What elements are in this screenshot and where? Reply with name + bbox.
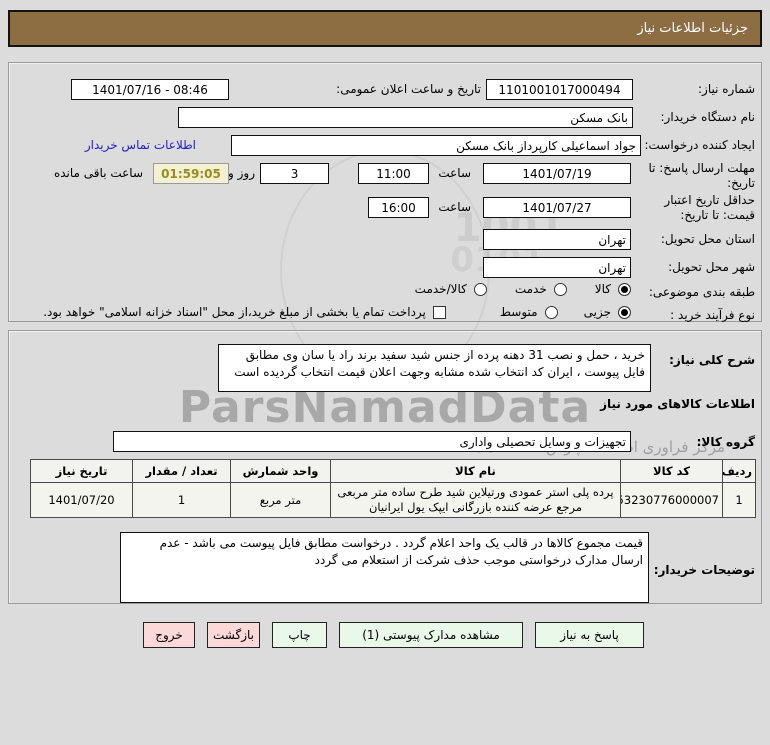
radio-goods-label: کالا — [594, 282, 611, 296]
delivery-province-value: تهران — [598, 232, 626, 247]
goods-code-value: 1153230776000007 — [622, 493, 720, 507]
radio-goods-service-label: کالا/خدمت — [414, 282, 467, 296]
subject-classification-label: طبقه بندی موضوعی: — [648, 285, 755, 299]
buyer-notes-label: توضیحات خریدار: — [653, 563, 755, 577]
col-unit: واحد شمارش — [230, 459, 331, 483]
buyer-org-label: نام دستگاه خریدار: — [660, 110, 756, 124]
col-goods-code: کد کالا — [620, 459, 723, 483]
need-number-label: شماره نیاز: — [698, 82, 755, 96]
days-and-label: روز و — [228, 166, 255, 180]
response-deadline-hour-label: ساعت — [438, 166, 471, 180]
goods-name-line2: مرجع عرضه کننده بازرگانی ایپک یول ایرانی… — [368, 500, 583, 514]
radio-service-label: خدمت — [514, 282, 547, 296]
subject-classification-options: کالا خدمت کالا/خدمت — [415, 282, 631, 296]
cell-unit: متر مربع — [230, 482, 331, 518]
delivery-city-label: شهر محل تحویل: — [668, 260, 755, 274]
page-title: جزئیات اطلاعات نیاز — [8, 10, 762, 47]
delivery-province-label: استان محل تحویل: — [660, 232, 755, 246]
cell-quantity: 1 — [132, 482, 231, 518]
goods-table-header-row: ردیف کد کالا نام کالا واحد شمارش تعداد /… — [30, 459, 756, 483]
goods-group-label: گروه کالا: — [696, 435, 755, 449]
delivery-city-field[interactable]: تهران — [483, 257, 631, 278]
request-creator-label: ایجاد کننده درخواست: — [644, 138, 755, 152]
radio-medium[interactable] — [544, 305, 558, 319]
delivery-city-value: تهران — [598, 260, 626, 275]
hours-remaining-label: ساعت باقی مانده — [53, 166, 143, 180]
goods-table: ردیف کد کالا نام کالا واحد شمارش تعداد /… — [30, 459, 756, 518]
exit-button[interactable]: خروج — [143, 622, 195, 648]
need-description-box[interactable]: خرید ، حمل و نصب 31 دهنه پرده از جنس شید… — [218, 344, 651, 392]
price-validity-date-field[interactable]: 1401/07/27 — [483, 197, 631, 218]
cell-goods-code: 1153230776000007 — [620, 482, 723, 518]
radio-goods-service[interactable] — [473, 282, 487, 296]
remaining-days-value: 3 — [290, 166, 299, 181]
countdown-timer: 01:59:05 — [153, 163, 229, 184]
treasury-checkbox-label: پرداخت تمام یا بخشی از مبلغ خرید،از محل … — [43, 305, 426, 319]
table-row: 1 1153230776000007 پرده پلی استر عمودی و… — [30, 482, 756, 518]
remaining-days-field[interactable]: 3 — [260, 163, 329, 184]
announce-datetime-label: تاریخ و ساعت اعلان عمومی: — [336, 82, 481, 96]
radio-service[interactable] — [553, 282, 567, 296]
response-deadline-time: 11:00 — [376, 166, 411, 181]
purchase-process-label: نوع فرآیند خرید : — [670, 308, 755, 322]
goods-name-line1: پرده پلی استر عمودی ورتیلاین شید طرح ساد… — [337, 485, 614, 499]
response-deadline-date-field[interactable]: 1401/07/19 — [483, 163, 631, 184]
announce-datetime-field[interactable]: 1401/07/16 - 08:46 — [71, 79, 229, 100]
price-validity-time-field[interactable]: 16:00 — [368, 197, 429, 218]
radio-goods[interactable] — [618, 282, 631, 296]
buyer-org-field[interactable]: بانک مسکن — [178, 107, 633, 128]
col-quantity: تعداد / مقدار — [132, 459, 231, 483]
price-validity-hour-label: ساعت — [438, 200, 471, 214]
radio-medium-label: متوسط — [499, 305, 538, 319]
goods-group-value: تجهیزات و وسایل تحصیلی واداری — [459, 434, 626, 449]
need-info-panel: شماره نیاز: 1101001017000494 تاریخ و ساع… — [8, 62, 762, 322]
cell-row-no: 1 — [722, 482, 756, 518]
col-goods-name: نام کالا — [330, 459, 621, 483]
need-number-value: 1101001017000494 — [498, 82, 621, 97]
back-button[interactable]: بازگشت — [207, 622, 260, 648]
response-deadline-label: مهلت ارسال پاسخ: تا تاریخ: — [648, 161, 755, 190]
col-need-date: تاریخ نیاز — [30, 459, 133, 483]
goods-section-header: اطلاعات کالاهای مورد نیاز — [600, 397, 755, 411]
price-validity-label: حداقل تاریخ اعتبار قیمت: تا تاریخ: — [664, 193, 755, 222]
view-attached-docs-button[interactable]: مشاهده مدارک پیوستی (1) — [339, 622, 523, 648]
price-validity-time: 16:00 — [381, 200, 416, 215]
need-date-value: 1401/07/20 — [48, 493, 115, 507]
response-deadline-time-field[interactable]: 11:00 — [358, 163, 429, 184]
price-validity-date: 1401/07/27 — [522, 200, 592, 215]
countdown-value: 01:59:05 — [161, 166, 221, 181]
respond-to-need-button[interactable]: پاسخ به نیاز — [535, 622, 644, 648]
radio-partial-label: جزیی — [583, 305, 611, 319]
request-creator-field[interactable]: جواد اسماعیلی کارپرداز بانک مسکن — [231, 135, 641, 156]
goods-group-field[interactable]: تجهیزات و وسایل تحصیلی واداری — [113, 431, 631, 452]
treasury-checkbox[interactable] — [432, 305, 446, 319]
announce-datetime-value: 1401/07/16 - 08:46 — [92, 82, 208, 97]
col-row-no: ردیف — [722, 459, 756, 483]
buyer-notes-box[interactable]: قیمت مجموع کالاها در قالب یک واحد اعلام … — [120, 532, 649, 603]
print-button[interactable]: چاپ — [272, 622, 327, 648]
need-number-field[interactable]: 1101001017000494 — [486, 79, 633, 100]
need-description-label: شرح کلی نیاز: — [669, 353, 755, 367]
cell-goods-name: پرده پلی استر عمودی ورتیلاین شید طرح ساد… — [330, 482, 621, 518]
buyer-org-value: بانک مسکن — [570, 110, 628, 125]
delivery-province-field[interactable]: تهران — [483, 229, 631, 250]
buyer-contact-link[interactable]: اطلاعات تماس خریدار — [84, 138, 196, 152]
request-creator-value: جواد اسماعیلی کارپرداز بانک مسکن — [456, 138, 636, 153]
purchase-process-options: جزیی متوسط پرداخت تمام یا بخشی از مبلغ خ… — [43, 305, 631, 319]
radio-partial[interactable] — [618, 305, 631, 319]
cell-need-date: 1401/07/20 — [30, 482, 133, 518]
response-deadline-date: 1401/07/19 — [522, 166, 592, 181]
goods-info-panel: شرح کلی نیاز: خرید ، حمل و نصب 31 دهنه پ… — [8, 330, 762, 604]
action-buttons: پاسخ به نیاز مشاهده مدارک پیوستی (1) چاپ… — [143, 622, 644, 648]
